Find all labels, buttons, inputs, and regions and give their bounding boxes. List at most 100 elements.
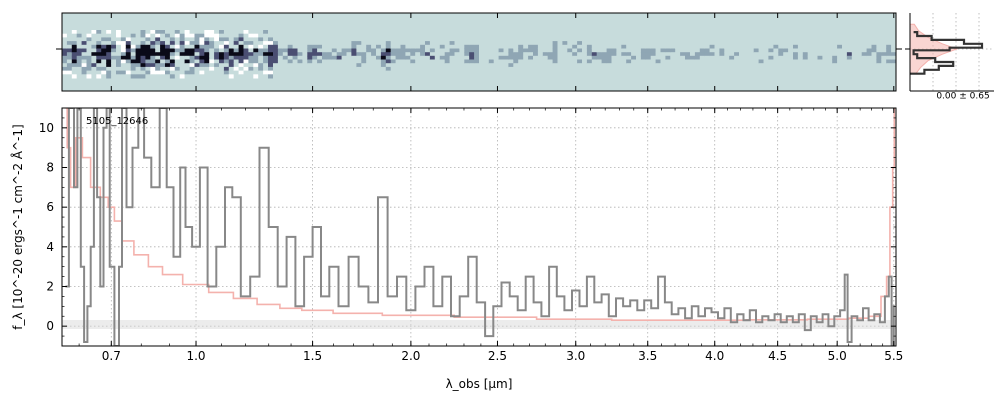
heatmap-cell bbox=[729, 30, 735, 35]
heatmap-cell bbox=[817, 52, 823, 57]
heatmap-cell bbox=[724, 33, 730, 38]
heatmap-cell bbox=[518, 63, 524, 68]
heatmap-cell bbox=[655, 55, 661, 60]
heatmap-cell bbox=[621, 48, 627, 53]
heatmap-cell bbox=[125, 48, 132, 53]
heatmap-cell bbox=[650, 55, 657, 60]
heatmap-cell bbox=[130, 30, 137, 35]
heatmap-cell bbox=[204, 74, 210, 79]
heatmap-cell bbox=[493, 37, 500, 42]
heatmap-cell bbox=[636, 74, 642, 79]
heatmap-cell bbox=[243, 37, 249, 42]
heatmap-cell bbox=[307, 33, 313, 38]
heatmap-cell bbox=[518, 33, 524, 38]
heatmap-cell bbox=[209, 30, 215, 35]
heatmap-cell bbox=[827, 44, 833, 49]
heatmap-cell bbox=[704, 52, 711, 57]
heatmap-cell bbox=[523, 55, 529, 60]
heatmap-cell bbox=[881, 30, 887, 35]
heatmap-cell bbox=[228, 52, 235, 57]
heatmap-cell bbox=[842, 33, 848, 38]
heatmap-cell bbox=[886, 66, 892, 72]
heatmap-cell bbox=[111, 52, 117, 57]
heatmap-cell bbox=[483, 41, 490, 46]
heatmap-cell bbox=[572, 66, 578, 72]
heatmap-cell bbox=[793, 30, 799, 35]
heatmap-cell bbox=[636, 48, 642, 53]
heatmap-cell bbox=[258, 44, 264, 49]
heatmap-cell bbox=[268, 48, 274, 53]
heatmap-cell bbox=[724, 37, 730, 42]
heatmap-cell bbox=[788, 55, 794, 60]
heatmap-cell bbox=[778, 37, 784, 42]
heatmap-cell bbox=[621, 44, 627, 49]
heatmap-cell bbox=[66, 48, 73, 53]
heatmap-cell bbox=[189, 52, 195, 57]
heatmap-cell bbox=[508, 33, 514, 38]
heatmap-cell bbox=[542, 55, 549, 60]
heatmap-cell bbox=[277, 37, 284, 42]
heatmap-cell bbox=[591, 55, 598, 60]
heatmap-cell bbox=[881, 66, 887, 72]
heatmap-cell bbox=[331, 48, 338, 53]
heatmap-cell bbox=[851, 30, 858, 35]
heatmap-cell bbox=[670, 41, 676, 46]
heatmap-cell bbox=[429, 59, 436, 64]
heatmap-cell bbox=[822, 66, 828, 72]
heatmap-cell bbox=[429, 55, 436, 60]
heatmap-cell bbox=[204, 70, 210, 75]
heatmap-cell bbox=[645, 48, 652, 53]
heatmap-cell bbox=[145, 41, 151, 46]
heatmap-cell bbox=[533, 66, 539, 72]
heatmap-cell bbox=[233, 48, 240, 53]
heatmap-cell bbox=[881, 44, 887, 49]
heatmap-cell bbox=[111, 30, 117, 35]
heatmap-cell bbox=[533, 59, 539, 64]
heatmap-cell bbox=[827, 33, 833, 38]
heatmap-cell bbox=[537, 63, 544, 68]
heatmap-cell bbox=[528, 55, 534, 60]
heatmap-cell bbox=[106, 37, 112, 42]
heatmap-cell bbox=[219, 52, 225, 57]
heatmap-cell bbox=[743, 44, 750, 49]
heatmap-cell bbox=[169, 48, 176, 53]
heatmap-cell bbox=[650, 30, 657, 35]
heatmap-cell bbox=[670, 37, 676, 42]
heatmap-cell bbox=[371, 37, 377, 42]
heatmap-cell bbox=[753, 59, 760, 64]
heatmap-cell bbox=[856, 66, 863, 72]
heatmap-cell bbox=[415, 37, 421, 42]
heatmap-cell bbox=[479, 33, 485, 38]
heatmap-cell bbox=[248, 63, 254, 68]
heatmap-cell bbox=[778, 63, 784, 68]
heatmap-cell bbox=[429, 63, 436, 68]
heatmap-cell bbox=[846, 48, 853, 53]
heatmap-cell bbox=[861, 66, 868, 72]
heatmap-cell bbox=[248, 30, 254, 35]
heatmap-cell bbox=[199, 37, 205, 42]
heatmap-cell bbox=[361, 41, 367, 46]
heatmap-cell bbox=[258, 30, 264, 35]
heatmap-cell bbox=[179, 41, 186, 46]
heatmap-cell bbox=[542, 33, 549, 38]
heatmap-cell bbox=[758, 37, 764, 42]
heatmap-cell bbox=[861, 59, 868, 64]
heatmap-cell bbox=[694, 37, 701, 42]
heatmap-cell bbox=[361, 44, 367, 49]
heatmap-cell bbox=[866, 70, 872, 75]
heatmap-cell bbox=[273, 70, 279, 75]
heatmap-cell bbox=[459, 37, 465, 42]
heatmap-cell bbox=[866, 66, 872, 72]
heatmap-cell bbox=[81, 66, 87, 72]
heatmap-cell bbox=[410, 52, 416, 57]
heatmap-cell bbox=[292, 41, 298, 46]
heatmap-cell bbox=[302, 30, 308, 35]
heatmap-cell bbox=[268, 30, 274, 35]
heatmap-cell bbox=[783, 52, 789, 57]
heatmap-cell bbox=[145, 66, 151, 72]
heatmap-cell bbox=[778, 41, 784, 46]
heatmap-cell bbox=[734, 74, 740, 79]
heatmap-cell bbox=[758, 74, 764, 79]
heatmap-cell bbox=[680, 55, 686, 60]
heatmap-cell bbox=[454, 74, 460, 79]
